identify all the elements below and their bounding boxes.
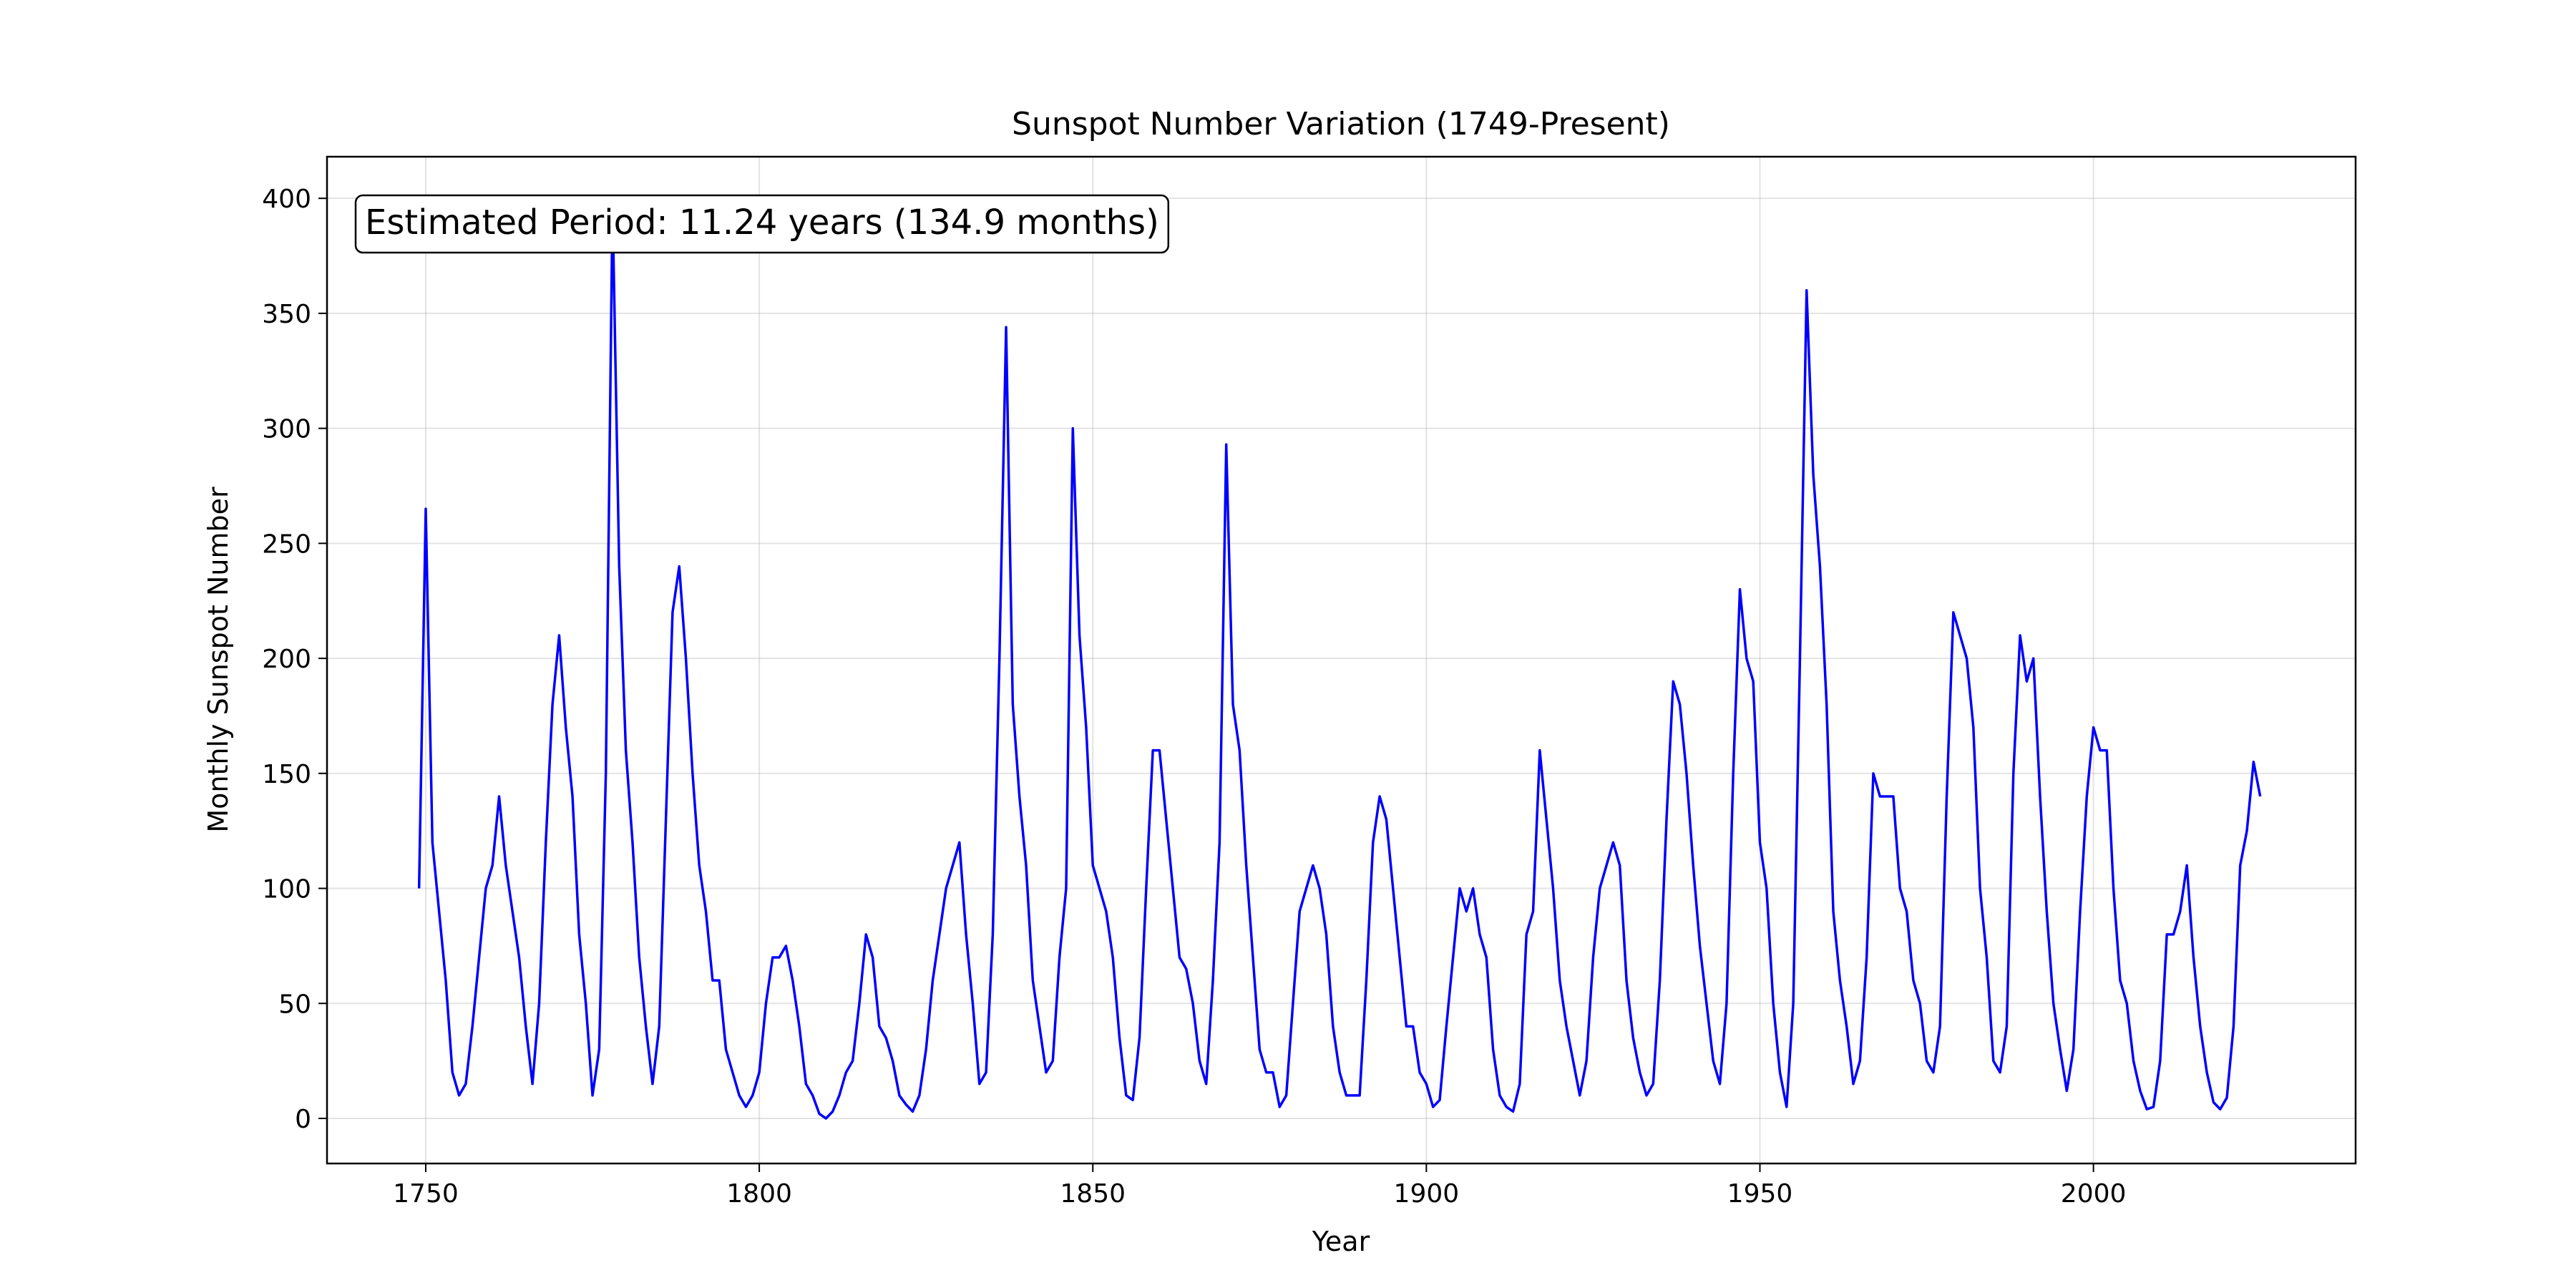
y-axis-label: Monthly Sunspot Number [203, 487, 234, 833]
y-tick-label: 0 [295, 1105, 311, 1134]
y-tick-label: 150 [262, 760, 311, 789]
x-tick-label: 1950 [1727, 1179, 1793, 1209]
y-tick-label: 300 [262, 415, 311, 444]
chart-title: Sunspot Number Variation (1749-Present) [1012, 106, 1670, 142]
annotation-box [354, 194, 1170, 254]
y-tick-label: 200 [262, 645, 311, 674]
annotation: Estimated Period: 11.24 years (134.9 mon… [365, 203, 1159, 243]
x-tick-label: 2000 [2061, 1179, 2127, 1209]
x-tick-label: 1900 [1394, 1179, 1460, 1209]
y-tick-label: 100 [262, 875, 311, 904]
y-tick-label: 50 [278, 990, 311, 1019]
y-tick-label: 250 [262, 530, 311, 559]
x-tick-label: 1850 [1060, 1179, 1126, 1209]
y-tick-label: 350 [262, 300, 311, 329]
axes-frame [326, 155, 2357, 1165]
x-tick-label: 1800 [726, 1179, 792, 1209]
x-tick-label: 1750 [393, 1179, 459, 1209]
x-axis-label: Year [1312, 1226, 1370, 1257]
y-tick-label: 400 [262, 185, 311, 214]
data-line [417, 201, 2262, 1120]
